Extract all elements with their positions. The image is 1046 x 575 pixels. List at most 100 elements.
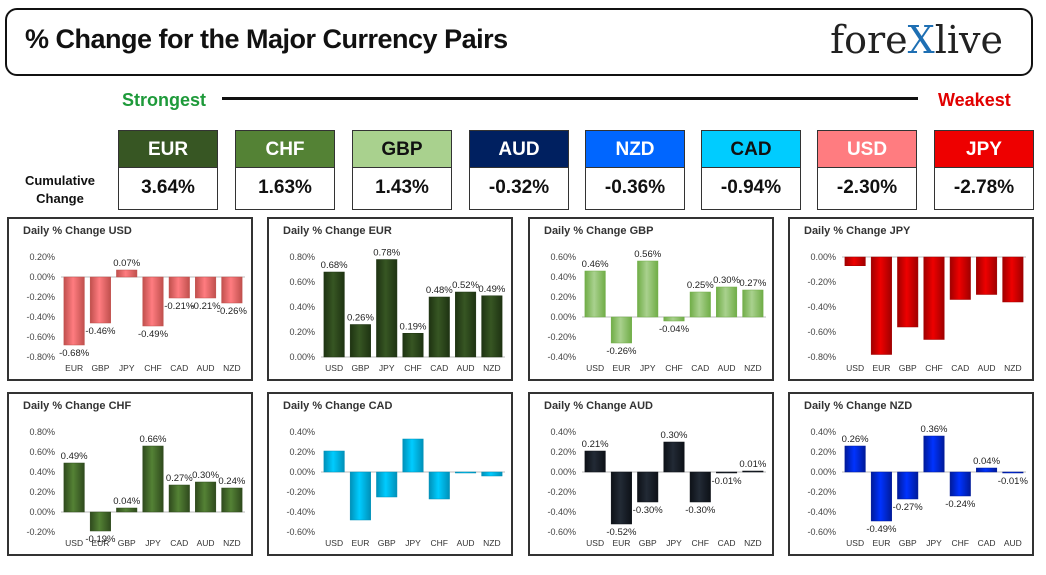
currency-tile-aud: AUD -0.32% — [469, 130, 569, 210]
y-tick-label: -0.80% — [807, 352, 836, 362]
y-tick-label: 0.00% — [29, 507, 55, 517]
data-label: 0.30% — [661, 430, 688, 441]
bar-chart: 0.20% 0.00% -0.20% -0.40% -0.60% -0.80% EUR -0.… — [26, 252, 247, 373]
chart-panel: Daily % Change CAD 0.40% 0.20% 0.00% -0.20% -… — [267, 392, 513, 556]
data-label: -0.68% — [59, 348, 90, 359]
y-tick-label: 0.60% — [550, 252, 576, 262]
data-label: 0.66% — [140, 434, 167, 445]
x-category-label: CAD — [718, 538, 736, 548]
bar-cad — [689, 291, 711, 318]
data-label: -0.21% — [164, 301, 195, 312]
bar-usd — [844, 445, 866, 473]
data-label: 0.04% — [113, 496, 140, 507]
bar-usd — [323, 271, 345, 358]
x-category-label: USD — [846, 538, 864, 548]
bar-cad — [168, 276, 190, 299]
y-tick-label: -0.40% — [807, 507, 836, 517]
x-category-label: AUD — [978, 363, 996, 373]
x-category-label: CAD — [691, 363, 709, 373]
data-label: 0.07% — [113, 258, 140, 269]
chart-panel: Daily % Change CHF 0.80% 0.60% 0.40% 0.20% 0.… — [7, 392, 253, 556]
data-label: 0.78% — [373, 248, 400, 259]
data-label: 0.21% — [582, 439, 609, 450]
bar-chf — [689, 471, 711, 503]
x-category-label: JPY — [379, 363, 395, 373]
bar-nzd — [742, 289, 764, 318]
bar-aud — [195, 276, 217, 299]
y-tick-label: 0.00% — [29, 272, 55, 282]
x-category-label: CAD — [951, 363, 969, 373]
y-tick-label: 0.60% — [29, 447, 55, 457]
x-category-label: CHF — [431, 538, 448, 548]
x-category-label: CHF — [692, 538, 709, 548]
data-label: 0.52% — [452, 280, 479, 291]
bar-chart: 0.00% -0.20% -0.40% -0.60% -0.80% USD EUR GBP CH… — [807, 252, 1026, 373]
data-label: 0.56% — [634, 249, 661, 260]
bar-chart: 0.60% 0.40% 0.20% 0.00% -0.20% -0.40% USD 0.46%… — [547, 249, 766, 373]
bar-eur — [870, 256, 892, 355]
currency-code: EUR — [118, 130, 218, 168]
bar-nzd — [221, 487, 243, 513]
x-category-label: CHF — [925, 363, 942, 373]
currency-tile-cad: CAD -0.94% — [701, 130, 801, 210]
chart-panel: Daily % Change GBP 0.60% 0.40% 0.20% 0.00% -0… — [528, 217, 774, 381]
currency-code: AUD — [469, 130, 569, 168]
cumulative-change-value: 1.43% — [352, 168, 452, 210]
y-tick-label: -0.40% — [807, 302, 836, 312]
strongest-label: Strongest — [122, 90, 207, 110]
currency-code: CAD — [701, 130, 801, 168]
y-tick-label: 0.20% — [289, 447, 315, 457]
bar-cad — [168, 484, 190, 513]
page-title: % Change for the Major Currency Pairs — [25, 24, 508, 54]
chart-title: Daily % Change USD — [23, 225, 132, 237]
bar-gbp — [637, 471, 659, 503]
cumulative-change-value: -2.78% — [934, 168, 1034, 210]
bar-aud — [716, 286, 738, 318]
currency-tile-eur: EUR 3.64% — [118, 130, 218, 210]
data-label: 0.04% — [973, 456, 1000, 467]
bar-usd — [584, 450, 606, 473]
y-tick-label: -0.60% — [286, 527, 315, 537]
y-tick-label: 0.20% — [550, 292, 576, 302]
x-category-label: CHF — [665, 363, 682, 373]
data-label: 0.27% — [166, 473, 193, 484]
logo-text-end: live — [934, 18, 1003, 62]
y-tick-label: -0.80% — [26, 352, 55, 362]
y-tick-label: 0.40% — [550, 272, 576, 282]
currency-tile-chf: CHF 1.63% — [235, 130, 335, 210]
bar-gbp — [376, 471, 398, 498]
chart-title: Daily % Change AUD — [544, 400, 654, 412]
x-category-label: CAD — [978, 538, 996, 548]
data-label: -0.27% — [893, 502, 924, 513]
data-label: -0.49% — [866, 524, 897, 535]
data-label: -0.52% — [606, 527, 637, 538]
bar-aud — [455, 291, 477, 358]
y-tick-label: 0.40% — [289, 427, 315, 437]
x-category-label: GBP — [899, 538, 917, 548]
x-category-label: GBP — [378, 538, 396, 548]
y-tick-label: 0.20% — [810, 447, 836, 457]
bar-eur — [610, 471, 632, 525]
data-label: 0.48% — [426, 285, 453, 296]
data-label: 0.46% — [582, 259, 609, 270]
x-category-label: CAD — [170, 363, 188, 373]
bar-eur — [610, 316, 632, 344]
y-tick-label: -0.20% — [807, 277, 836, 287]
x-category-label: NZD — [744, 538, 761, 548]
data-label: -0.30% — [633, 505, 664, 516]
cumulative-change-value: -2.30% — [817, 168, 917, 210]
currency-code: JPY — [934, 130, 1034, 168]
bar-usd — [63, 462, 85, 513]
x-category-label: USD — [325, 538, 343, 548]
bar-jpy — [637, 260, 659, 318]
chart-title: Daily % Change JPY — [804, 225, 911, 237]
x-category-label: NZD — [483, 538, 500, 548]
currency-tile-jpy: JPY -2.78% — [934, 130, 1034, 210]
y-tick-label: 0.20% — [289, 327, 315, 337]
chart-title: Daily % Change NZD — [804, 400, 913, 412]
logo-x: X — [907, 18, 935, 62]
data-label: -0.01% — [998, 476, 1029, 487]
cumulative-change-value: 3.64% — [118, 168, 218, 210]
bar-aud — [976, 256, 998, 295]
x-category-label: AUD — [197, 538, 215, 548]
